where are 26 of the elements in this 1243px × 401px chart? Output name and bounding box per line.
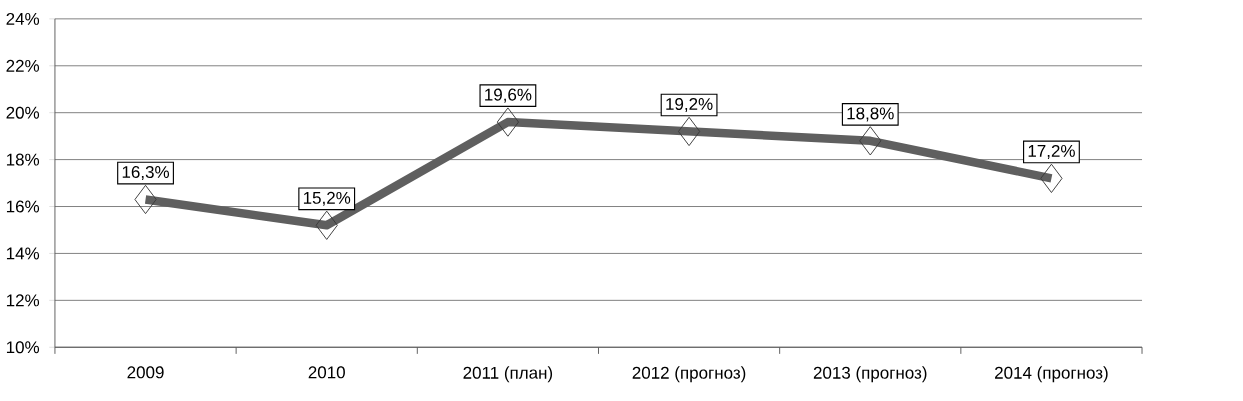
- x-tick-label: 2014 (прогноз): [995, 366, 1108, 383]
- data-label: 18,8%: [847, 107, 894, 122]
- point: [315, 210, 338, 240]
- x-tick-label: 2011 (план): [463, 366, 553, 383]
- x-tick-label: 2010: [308, 366, 345, 379]
- y-tick-label: 20%: [6, 106, 40, 119]
- data-label: 19,6%: [485, 88, 532, 103]
- point: [677, 116, 701, 147]
- y-tick-label: 14%: [6, 247, 40, 260]
- y-tick-label: 22%: [6, 59, 40, 72]
- x-tick-label: 2013 (прогноз): [813, 366, 927, 383]
- y-tick-label: 12%: [6, 294, 40, 307]
- data-label: 16,3%: [122, 166, 170, 181]
- point: [1040, 163, 1063, 193]
- point: [496, 107, 519, 137]
- data-label: 19,2%: [666, 97, 713, 112]
- point: [859, 126, 882, 156]
- y-tick-label: 10%: [6, 341, 40, 354]
- point: [134, 184, 157, 215]
- y-tick-label: 24%: [6, 12, 40, 25]
- data-label: 17,2%: [1028, 144, 1075, 159]
- y-tick-label: 18%: [6, 153, 40, 166]
- y-tick-label: 16%: [6, 200, 40, 213]
- x-tick-label: 2012 (прогноз): [632, 366, 746, 383]
- x-tick-label: 2009: [127, 366, 164, 379]
- data-label: 15,2%: [303, 191, 351, 206]
